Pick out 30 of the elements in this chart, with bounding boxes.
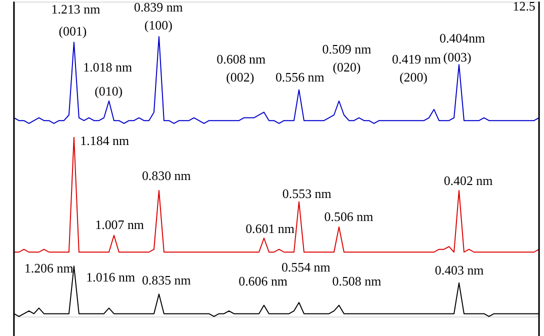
annotation: 0.556 nm — [275, 69, 324, 84]
annotation: 0.601 nm — [246, 220, 294, 236]
annotation: 0.606 nm — [238, 274, 288, 289]
annotation: (002) — [226, 69, 254, 84]
annotation: 0.419 nm — [392, 51, 441, 66]
annotation: 0.553 nm — [282, 186, 332, 201]
annotation: 1.018 nm — [83, 59, 132, 74]
annotation: 0.830 nm — [142, 168, 191, 183]
annotation: 0.554 nm — [281, 260, 330, 275]
annotation: 1.206 nm — [24, 260, 74, 276]
annotation: 0.403 nm — [434, 262, 484, 278]
annotation: (010) — [94, 83, 123, 98]
annotation: 0.404nm — [439, 30, 486, 46]
annotation: 1.184 nm — [80, 133, 130, 148]
text: 0.839 nm — [134, 0, 183, 15]
annotation: (001) — [58, 24, 87, 39]
annotation: (003) — [443, 49, 472, 64]
annotation: (020) — [332, 59, 361, 74]
annotation: (200) — [399, 69, 428, 84]
annotation: 1.016 nm — [86, 270, 136, 285]
annotation: 0.835 nm — [142, 272, 191, 288]
annotation: 1.007 nm — [95, 216, 144, 232]
annotation: 0.506 nm — [324, 208, 374, 224]
annotation: 0.402 nm — [444, 172, 493, 188]
text: (100) — [144, 18, 172, 33]
annotation: 0.509 nm — [322, 41, 372, 56]
annotation: 0.608 nm — [216, 51, 266, 66]
annotation: 0.508 nm — [332, 274, 382, 289]
text: 12.5 — [512, 0, 536, 14]
text: 1.213 nm — [51, 2, 100, 17]
